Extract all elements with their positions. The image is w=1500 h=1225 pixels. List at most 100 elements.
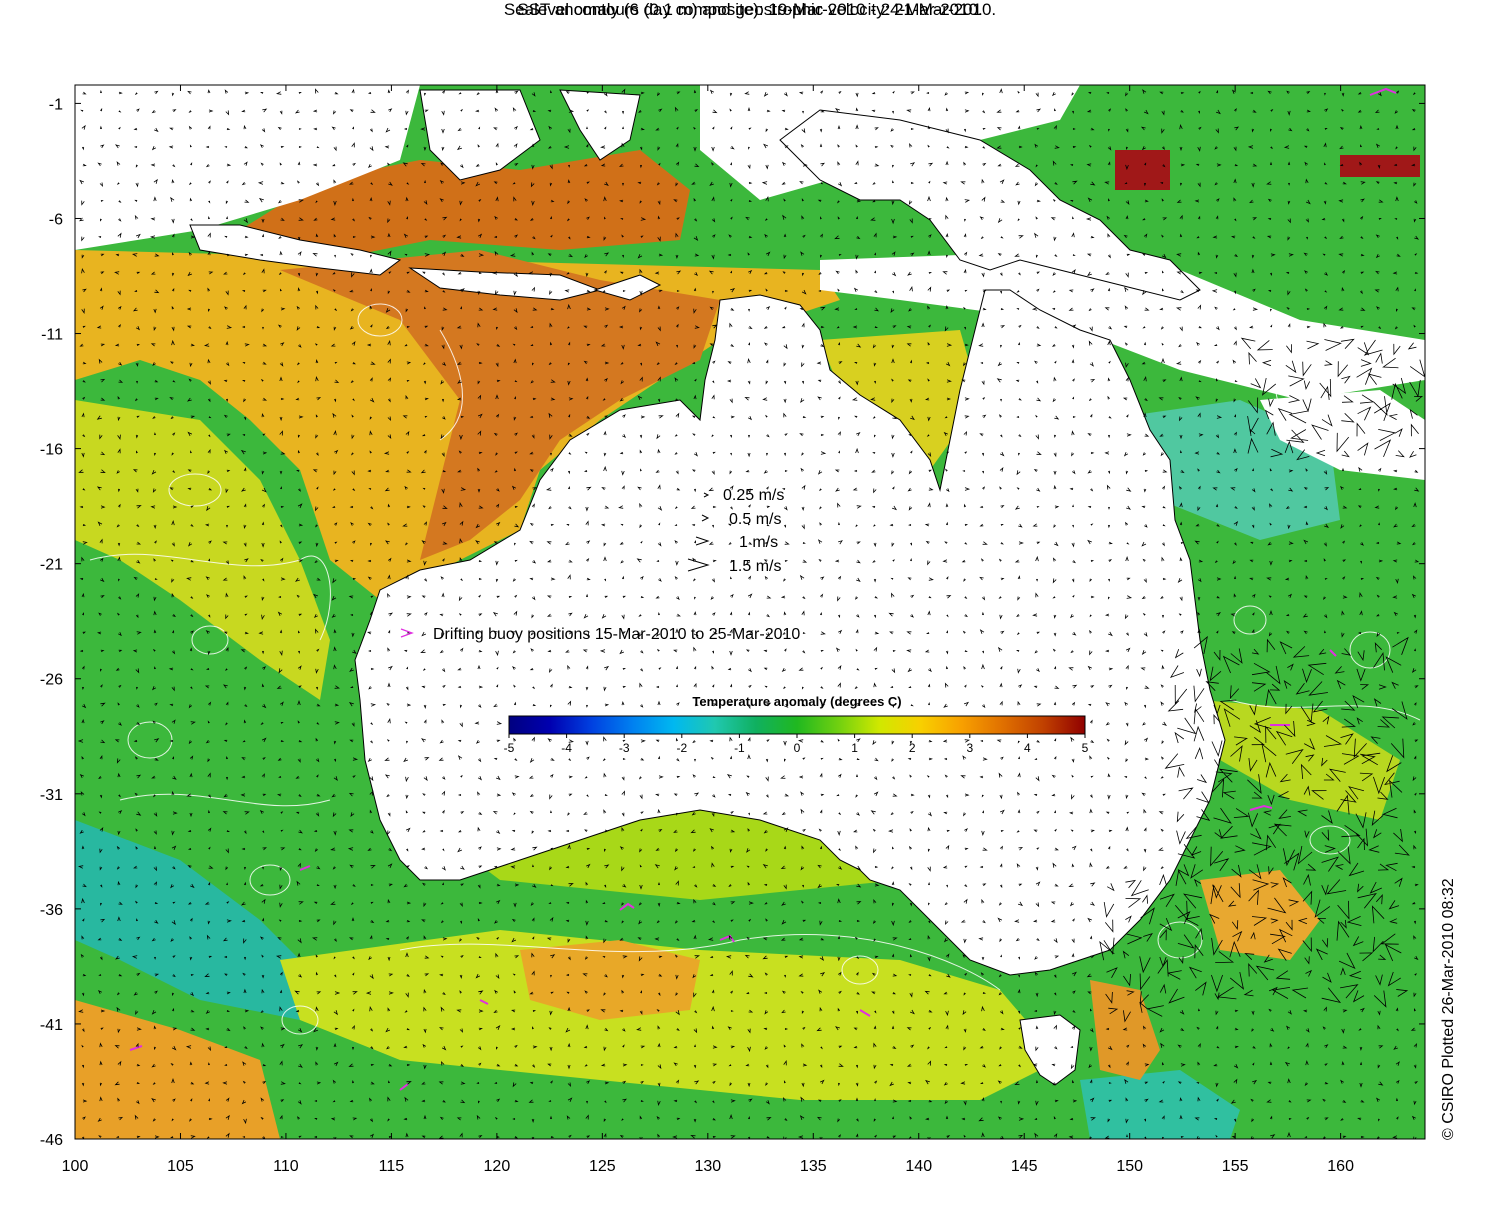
- yellow-anomaly-west: [75, 400, 330, 700]
- colorbar-ramp: [508, 715, 1086, 735]
- colorbar-tick-label: 1: [851, 741, 858, 755]
- contour-eddy: [168, 473, 222, 507]
- contour-eddy: [1349, 631, 1391, 669]
- lat-tick-label: -6: [49, 211, 63, 228]
- warm-anomaly-south-central: [520, 940, 700, 1020]
- new-guinea-land: [779, 109, 1201, 301]
- latitude-axis: -1-6-11-16-21-26-31-36-41-46: [40, 96, 1425, 1149]
- cloud-mask-northwest: [75, 85, 420, 250]
- colorbar-tick-label: 4: [1024, 741, 1031, 755]
- lat-tick-label: -11: [41, 327, 63, 344]
- contour-eddy: [1233, 605, 1267, 635]
- warm-anomaly-southwest: [75, 1000, 280, 1139]
- contour-eddy: [357, 303, 403, 337]
- buoy-track: [479, 999, 489, 1005]
- contour-eddy: [191, 625, 229, 655]
- contour-eddy: [127, 721, 173, 759]
- colorbar-tick-label: -1: [734, 741, 745, 755]
- buoy-track: [1369, 87, 1397, 96]
- contour-line: [1229, 699, 1421, 721]
- sulawesi-land: [559, 89, 641, 161]
- buoy-tracks: [129, 87, 1397, 1091]
- buoy-track: [619, 902, 635, 911]
- longitude-axis: 100 105 110 115 120 125 130 135 140 145 1 5 0 155 160: [62, 85, 1354, 1175]
- tasmania-land: [1019, 1014, 1081, 1086]
- plot-frame: [74, 84, 1426, 1140]
- lon-tick-label: 100: [62, 1158, 89, 1175]
- lon-tick-label: 140: [905, 1158, 932, 1175]
- colorbar-tick-label: 2: [909, 741, 916, 755]
- buoy-legend: Drifting buoy positions 15-Mar-2010 to 2…: [400, 626, 800, 643]
- buoy-track: [859, 1009, 871, 1017]
- credit-label: © CSIRO Plotted 26-Mar-2010 08:32: [1440, 878, 1457, 1140]
- contour-eddy: [281, 1005, 319, 1035]
- colorbar-tick-label: -4: [561, 741, 572, 755]
- buoy-track: [1249, 804, 1273, 811]
- lon-tick-label: 125: [589, 1158, 616, 1175]
- cloud-mask-northeast-band: [820, 250, 1425, 400]
- cool-anomaly-southwest: [75, 820, 320, 1020]
- lon-tick-label: 105: [167, 1158, 194, 1175]
- hot-patch-png-1: [1115, 150, 1170, 190]
- borneo-land: [419, 89, 541, 181]
- lon-tick-label: 120: [484, 1158, 511, 1175]
- contour-line: [399, 934, 1001, 991]
- colorbar-tick-label: 5: [1082, 741, 1089, 755]
- buoy-track: [299, 865, 311, 871]
- colorbar: Temperature anomaly (degrees C) -5 -4 -3 -2…: [504, 694, 1089, 755]
- colorbar-tick-label: -3: [619, 741, 630, 755]
- velocity-legend-arrow: [687, 558, 710, 572]
- velocity-legend-label: 1.5 m/s: [729, 558, 781, 575]
- lon-tick-label: 160: [1327, 1158, 1354, 1175]
- map-title-line2: Sealevel contours (0.1 m) and geostrophi…: [503, 0, 997, 19]
- australia-land: [354, 289, 1226, 976]
- contour-line: [439, 329, 463, 441]
- buoy-track: [1329, 649, 1337, 657]
- lat-tick-label: -21: [40, 557, 63, 574]
- map-title-line1: SST anomaly (6 day composite): 19-Mar-20…: [517, 0, 983, 19]
- lon-tick-label: 135: [800, 1158, 827, 1175]
- buoy-legend-marker: [400, 628, 414, 638]
- land: [189, 89, 1226, 1086]
- buoy-track: [129, 1045, 143, 1051]
- velocity-legend-label: 0.5 m/s: [729, 511, 781, 528]
- yellow-anomaly-east: [1200, 700, 1400, 820]
- velocity-legend: 0.25 m/s 0.5 m/s 1 m/s 1.5 m/s: [687, 487, 784, 575]
- contour-line: [89, 553, 331, 641]
- colorbar-ticks: -5 -4 -3 -2 -1 0 1 2 3 4 5: [504, 734, 1089, 755]
- hot-anomaly-arafura: [280, 250, 720, 560]
- velocity-legend-arrow: [701, 514, 710, 522]
- velocity-arrow-field: [77, 88, 1425, 1139]
- colorbar-tick-label: 0: [794, 741, 801, 755]
- lon-tick-label: 130: [694, 1158, 721, 1175]
- lat-tick-label: -31: [40, 787, 63, 804]
- lat-tick-label: -36: [40, 902, 63, 919]
- buoy-legend-label: Drifting buoy positions 15-Mar-2010 to 2…: [433, 626, 800, 643]
- lon-tick-label: 115: [379, 1158, 405, 1175]
- lesser-sunda-land: [408, 267, 602, 301]
- colorbar-tick-label: -5: [504, 741, 515, 755]
- lon-tick-label: 110: [273, 1158, 299, 1175]
- velocity-legend-arrow: [695, 536, 710, 546]
- contour-eddy: [841, 955, 879, 985]
- contour-line: [119, 793, 331, 807]
- lon-tick-label: 155: [1222, 1158, 1249, 1175]
- yellow-anomaly-southern-ocean: [280, 930, 1060, 1100]
- buoy-track: [719, 934, 735, 943]
- contour-eddy: [1275, 363, 1325, 417]
- lon-tick-label: 145: [1011, 1158, 1038, 1175]
- plot-area: [75, 85, 1425, 1139]
- colorbar-title: Temperature anomaly (degrees C): [692, 694, 901, 709]
- contour-eddy: [1157, 921, 1203, 959]
- lat-tick-label: -26: [40, 672, 63, 689]
- lat-tick-label: -16: [40, 442, 63, 459]
- contour-eddy: [249, 864, 291, 896]
- velocity-legend-label: 0.25 m/s: [723, 487, 784, 504]
- timor-land: [593, 274, 662, 301]
- warm-anomaly-tasman-east: [1200, 870, 1320, 960]
- geostrophic-velocity-arrows: [77, 88, 1425, 1139]
- velocity-legend-label: 1 m/s: [739, 534, 778, 551]
- sealevel-contours: [89, 303, 1421, 1035]
- lat-tick-label: -1: [49, 96, 63, 113]
